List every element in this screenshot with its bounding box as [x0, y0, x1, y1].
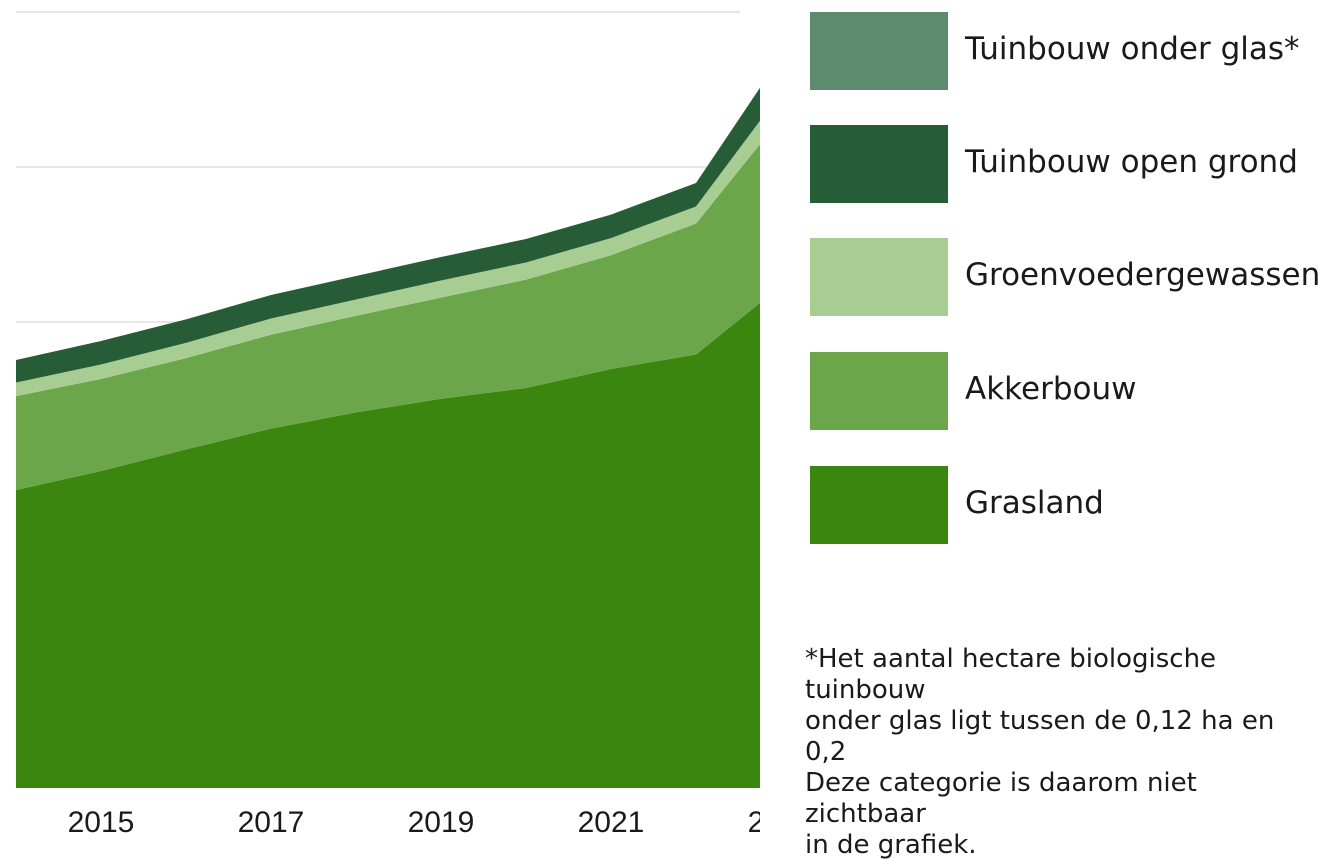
- legend: Tuinbouw onder glas* Tuinbouw open grond…: [810, 12, 1319, 544]
- x-tick-label: 2019: [408, 806, 475, 837]
- footnote: *Het aantal hectare biologische tuinbouw…: [805, 644, 1275, 860]
- legend-swatch: [810, 125, 948, 203]
- legend-label: Tuinbouw open grond: [965, 144, 1298, 180]
- legend-label: Grasland: [965, 485, 1104, 521]
- legend-label: Akkerbouw: [965, 371, 1137, 407]
- legend-label: Tuinbouw onder glas*: [965, 31, 1300, 67]
- x-tick-label: 2015: [68, 806, 135, 837]
- legend-swatch: [810, 352, 948, 430]
- x-axis-ticks: 2015 2017 2019 2021 2023: [68, 806, 760, 837]
- legend-swatch: [810, 466, 948, 544]
- x-tick-label: 2021: [578, 806, 645, 837]
- x-tick-label: 2017: [238, 806, 305, 837]
- area-groenvoedergewassen: [16, 120, 760, 397]
- legend-swatch: [810, 238, 948, 316]
- area-akkerbouw: [16, 144, 760, 491]
- area-grasland: [16, 302, 760, 788]
- legend-swatch: [810, 12, 948, 90]
- legend-label: Groenvoedergewassen: [965, 257, 1319, 293]
- area-tuinbouw-open-grond: [16, 87, 760, 383]
- area-chart: 2015 2017 2019 2021 2023: [16, 11, 760, 837]
- stacked-areas: [16, 87, 760, 788]
- x-tick-label: 2023: [748, 806, 760, 837]
